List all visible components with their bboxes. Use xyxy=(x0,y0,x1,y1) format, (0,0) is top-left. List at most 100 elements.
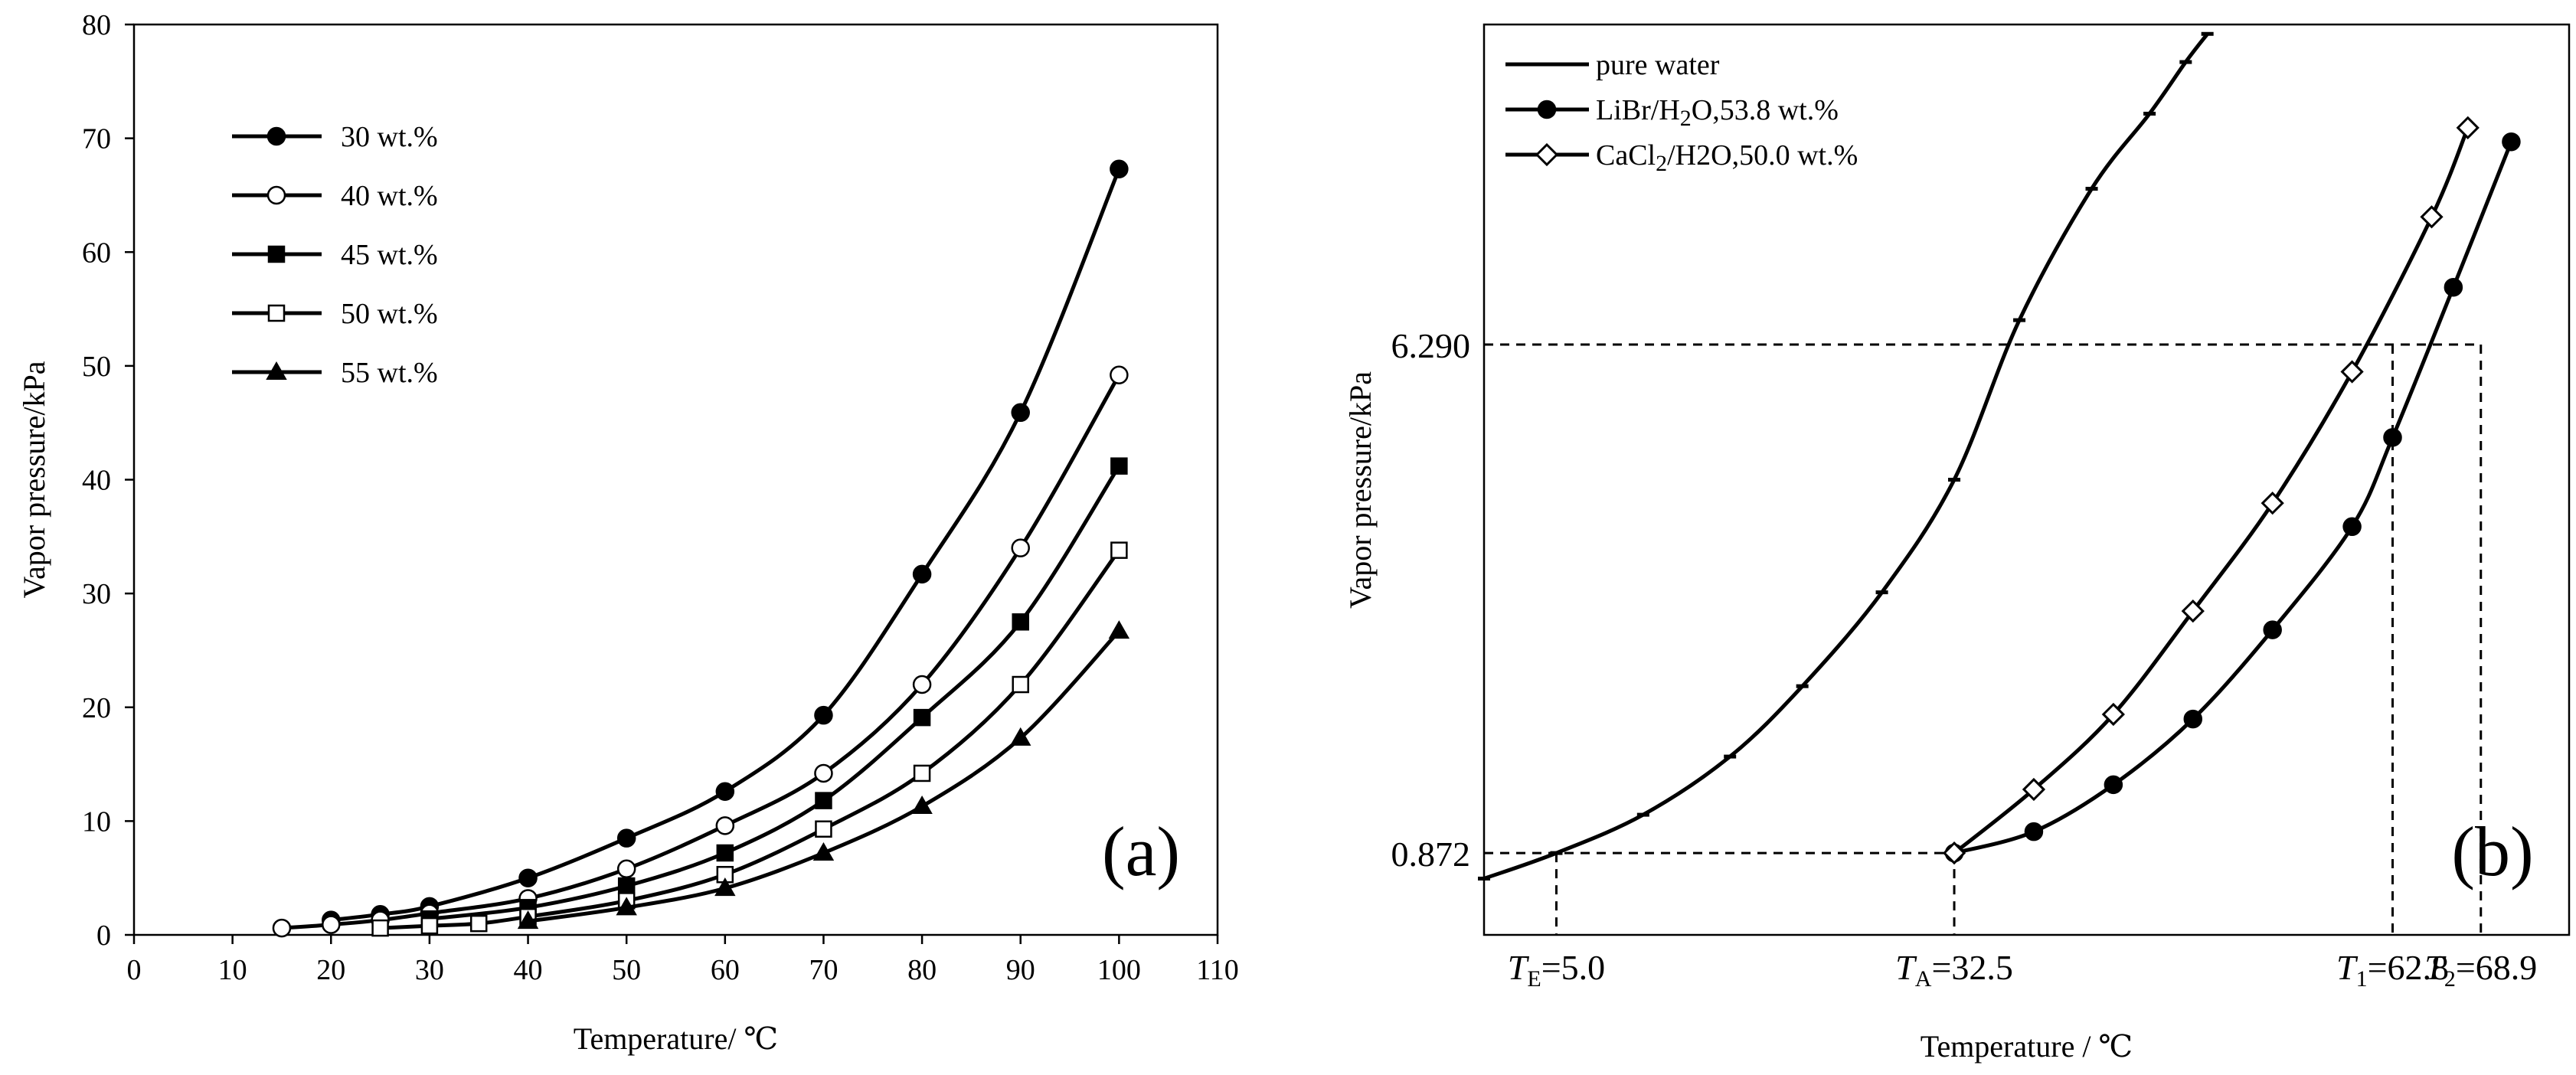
panel-label: (b) xyxy=(2451,812,2533,890)
x-mark-label: T2=68.9 xyxy=(2424,948,2537,992)
data-point xyxy=(272,918,292,938)
legend-label: 30 wt.% xyxy=(341,121,438,153)
data-point xyxy=(1636,812,1649,817)
legend-marker xyxy=(266,185,286,205)
y-tick-label: 0 xyxy=(96,920,111,952)
series-line xyxy=(1953,141,2513,855)
data-point xyxy=(469,914,488,933)
data-point xyxy=(1012,613,1029,631)
data-point xyxy=(2201,31,2214,36)
plot-frame xyxy=(132,23,1219,936)
data-point xyxy=(2342,517,2362,537)
data-point xyxy=(1011,403,1030,423)
panel-label: (a) xyxy=(1102,812,1180,890)
data-point xyxy=(815,820,832,838)
data-point xyxy=(517,910,539,930)
legend-marker xyxy=(267,245,286,263)
data-point xyxy=(2456,116,2480,139)
data-point xyxy=(2179,60,2192,64)
data-point xyxy=(616,828,636,848)
data-point xyxy=(2101,702,2125,727)
data-point xyxy=(1011,538,1030,557)
data-point xyxy=(2420,205,2444,229)
data-point xyxy=(716,844,734,862)
data-point xyxy=(715,816,735,835)
data-point xyxy=(616,897,637,916)
x-tick-label: 100 xyxy=(1097,954,1141,986)
legend-label: 55 wt.% xyxy=(341,357,438,389)
data-point xyxy=(2104,775,2123,795)
data-point xyxy=(616,859,636,879)
data-point xyxy=(1942,841,1966,865)
legend-label: 40 wt.% xyxy=(341,180,438,212)
legend-marker xyxy=(1541,62,1553,67)
x-mark-label: TA=32.5 xyxy=(1895,948,2013,992)
legend-label: 45 wt.% xyxy=(341,239,438,271)
legend-marker xyxy=(266,126,286,146)
data-point xyxy=(1010,727,1031,746)
data-point xyxy=(911,796,933,815)
data-point xyxy=(1724,754,1737,759)
legend-marker xyxy=(266,361,287,380)
data-point xyxy=(1108,620,1130,639)
data-point xyxy=(1550,851,1563,855)
data-point xyxy=(1110,365,1129,385)
x-axis-title: Temperature/ ℃ xyxy=(574,1021,778,1056)
plot-frame xyxy=(1483,23,2571,936)
x-tick-label: 110 xyxy=(1196,954,1239,986)
series-line xyxy=(380,549,1121,930)
y-mark-label: 0.872 xyxy=(1391,835,1471,874)
x-tick-label: 10 xyxy=(218,954,247,986)
x-mark-label: TE=5.0 xyxy=(1508,948,1605,992)
data-point xyxy=(715,782,735,801)
y-tick-label: 70 xyxy=(82,123,111,155)
chart-b: 0.872 6.290 TE=5.0 TA=32.5 T1=62.8T2=68.9 Tem… xyxy=(1343,23,2571,1064)
data-point xyxy=(371,919,389,937)
data-point xyxy=(420,917,439,935)
y-mark-label: 6.290 xyxy=(1391,326,1471,365)
data-point xyxy=(2085,187,2098,191)
x-tick-label: 60 xyxy=(711,954,740,986)
y-tick-label: 30 xyxy=(82,578,111,610)
data-point xyxy=(2143,111,2156,116)
data-point xyxy=(912,564,932,584)
data-point xyxy=(814,705,833,725)
x-tick-label: 80 xyxy=(907,954,937,986)
data-point xyxy=(1110,457,1128,475)
legend-marker xyxy=(267,304,286,322)
data-point xyxy=(1110,541,1128,559)
legend-label: pure water xyxy=(1596,49,1720,81)
data-point xyxy=(2024,822,2044,841)
y-tick-label: 50 xyxy=(82,351,111,383)
y-tick-label: 40 xyxy=(82,465,111,497)
legend-marker xyxy=(1537,100,1557,119)
x-tick-label: 90 xyxy=(1006,954,1035,986)
y-tick-label: 60 xyxy=(82,237,111,269)
chart-a: 0 10 20 30 40 50 60 70 80 90 100 110 0 10 20 30 40 50 60 70… xyxy=(17,9,1239,1056)
data-point xyxy=(913,764,931,783)
legend-label: 50 wt.% xyxy=(341,298,438,330)
data-point xyxy=(2340,360,2364,384)
x-mark-label: T1=62.8 xyxy=(2336,948,2449,992)
data-point xyxy=(2502,132,2521,152)
y-axis-title: Vapor pressure/kPa xyxy=(17,361,51,598)
data-point xyxy=(812,841,835,861)
series-line xyxy=(1953,126,2470,855)
data-point xyxy=(1948,478,1961,482)
legend-label: LiBr/H2O,53.8 wt.% xyxy=(1596,94,1839,131)
y-tick-label: 10 xyxy=(82,805,111,838)
x-tick-label: 30 xyxy=(415,954,444,986)
data-point xyxy=(815,792,832,809)
data-point xyxy=(617,877,636,895)
data-point xyxy=(1478,876,1490,881)
y-tick-label: 80 xyxy=(82,9,111,41)
y-tick-label: 20 xyxy=(82,692,111,724)
data-point xyxy=(2383,428,2402,447)
x-tick-label: 40 xyxy=(514,954,543,986)
data-point xyxy=(518,868,538,887)
data-point xyxy=(2022,777,2046,802)
legend-marker xyxy=(1535,142,1559,167)
data-point xyxy=(2261,492,2284,515)
data-point xyxy=(1012,675,1029,694)
